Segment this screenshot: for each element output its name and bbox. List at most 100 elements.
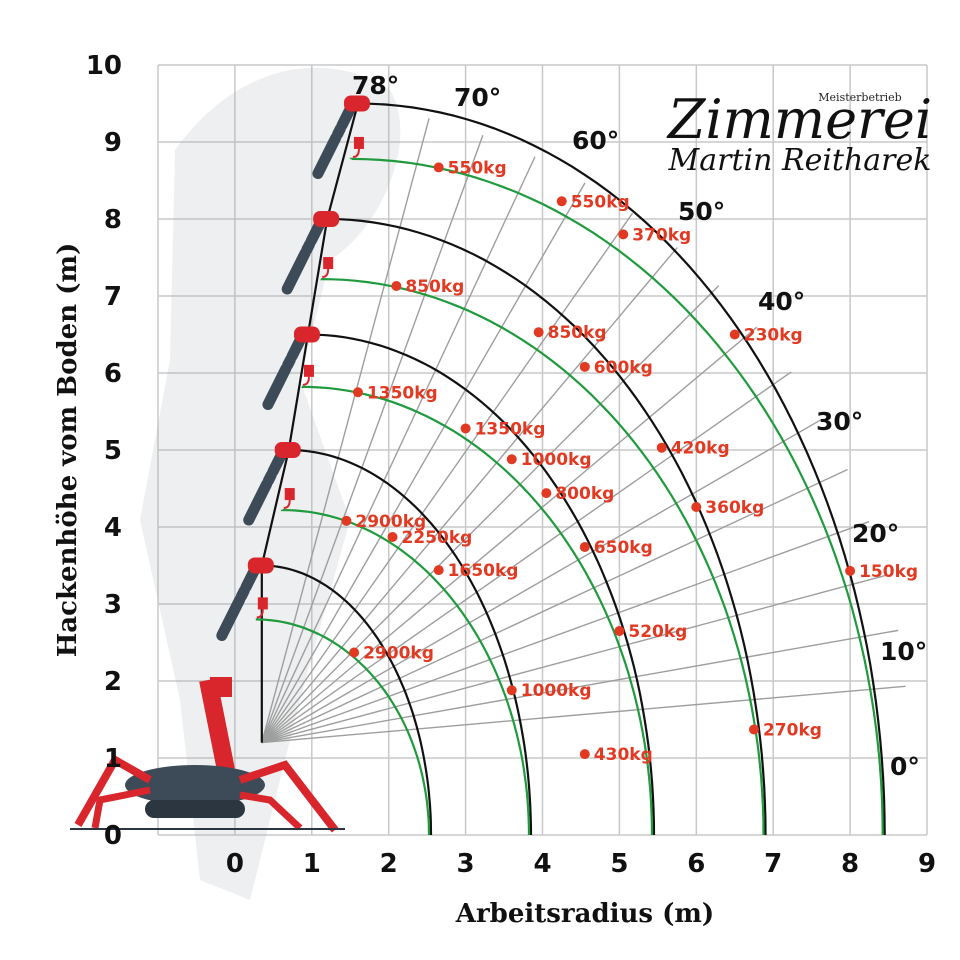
load-label: 150kg <box>859 562 918 582</box>
angle-ray <box>261 118 430 743</box>
load-label: 1350kg <box>367 383 438 403</box>
boom-arc <box>288 448 533 836</box>
load-point <box>845 565 856 576</box>
load-label: 2250kg <box>402 528 473 548</box>
hook-block <box>284 488 295 501</box>
load-label: 430kg <box>594 745 653 765</box>
x-axis-title: Arbeitsradius (m) <box>455 899 714 929</box>
load-point <box>506 685 517 696</box>
boom-arc <box>261 564 433 836</box>
angle-label: 10° <box>880 637 927 666</box>
load-point <box>341 515 352 526</box>
angle-rays <box>261 118 906 744</box>
brand-main-text: Zimmerei <box>666 88 932 151</box>
load-point <box>614 625 625 636</box>
brand-logo: Meisterbetrieb Zimmerei Martin Reitharek <box>666 88 932 178</box>
hook-curve <box>320 278 765 836</box>
load-point <box>656 442 667 453</box>
load-point <box>349 647 360 658</box>
hook-curves <box>255 157 884 836</box>
boom-edge <box>260 449 290 566</box>
load-point <box>556 196 567 207</box>
hook-block <box>257 597 268 610</box>
angle-ray <box>261 520 870 744</box>
load-point <box>579 542 590 553</box>
hook-icon <box>283 500 291 510</box>
x-tick-label: 5 <box>610 849 628 879</box>
boom-head <box>247 557 274 574</box>
y-tick-label: 7 <box>104 282 122 312</box>
load-label: 420kg <box>671 439 730 459</box>
x-tick-labels: 0 1 2 3 4 5 6 7 8 9 <box>226 849 936 879</box>
load-label: 650kg <box>594 538 653 558</box>
y-tick-label: 4 <box>104 513 122 543</box>
y-tick-label: 1 <box>104 744 122 774</box>
x-tick-label: 0 <box>226 849 244 879</box>
hook-curve <box>280 509 531 836</box>
boom-segment <box>312 95 370 179</box>
crane-body <box>125 765 265 805</box>
boom-segment <box>243 442 301 526</box>
angle-label: 40° <box>758 287 805 316</box>
angle-label: 20° <box>852 519 899 548</box>
x-tick-label: 8 <box>841 849 859 879</box>
angle-label: 50° <box>678 197 725 226</box>
angle-label: 78° <box>352 71 399 100</box>
boom-segment-arm <box>312 104 356 179</box>
boom-head <box>343 95 370 112</box>
crane-leg-left <box>74 754 152 827</box>
y-tick-labels: 0 1 2 3 4 5 6 7 8 9 10 <box>86 51 122 851</box>
x-tick-label: 9 <box>918 849 936 879</box>
angle-labels: 78° 70° 60° 50° 40° 30° 20° 10° 0° <box>352 71 927 781</box>
boom-segment <box>281 211 340 295</box>
load-label: 1000kg <box>521 681 592 701</box>
crane-illustration <box>70 95 370 833</box>
load-label: 550kg <box>448 158 507 178</box>
angle-ray <box>261 418 822 744</box>
load-point <box>729 329 740 340</box>
hook-icon <box>322 269 330 279</box>
hook-block <box>323 257 334 270</box>
angle-label: 0° <box>890 752 920 781</box>
angle-ray <box>261 212 634 744</box>
angle-label: 30° <box>816 407 863 436</box>
load-point <box>541 488 552 499</box>
load-point <box>433 162 444 173</box>
load-point <box>691 501 702 512</box>
hook-curve <box>255 618 431 836</box>
y-tick-label: 10 <box>86 51 122 81</box>
hook-icon <box>256 609 264 619</box>
load-label: 360kg <box>705 498 764 518</box>
load-point <box>506 454 517 465</box>
boom-head <box>293 326 320 343</box>
y-tick-label: 3 <box>104 590 122 620</box>
load-point <box>387 532 398 543</box>
x-tick-label: 2 <box>380 849 398 879</box>
boom-arc <box>327 217 767 836</box>
angle-ray <box>261 135 484 743</box>
load-label: 520kg <box>628 622 687 642</box>
boom-edge <box>326 103 360 220</box>
boom-segment <box>262 326 320 410</box>
load-points: 2900kg1000kg2900kg2250kg1650kg430kg1350k… <box>341 158 918 765</box>
angle-ray <box>261 326 758 744</box>
crane-base <box>70 677 345 833</box>
load-point <box>618 229 629 240</box>
load-point <box>579 361 590 372</box>
load-label: 230kg <box>744 326 803 346</box>
crane-leg-right-2 <box>239 791 303 831</box>
y-tick-label: 0 <box>104 821 122 851</box>
load-label: 800kg <box>555 484 614 504</box>
load-label: 2900kg <box>363 644 434 664</box>
boom-arc <box>307 333 656 836</box>
load-label: 1650kg <box>448 561 519 581</box>
y-tick-label: 2 <box>104 667 122 697</box>
angle-ray <box>261 182 586 743</box>
load-point <box>352 387 363 398</box>
load-label: 850kg <box>405 277 464 297</box>
boom-segment-arm <box>216 566 260 641</box>
boom-segment-arm <box>281 219 325 295</box>
crane-track <box>145 800 245 818</box>
x-tick-label: 6 <box>687 849 705 879</box>
